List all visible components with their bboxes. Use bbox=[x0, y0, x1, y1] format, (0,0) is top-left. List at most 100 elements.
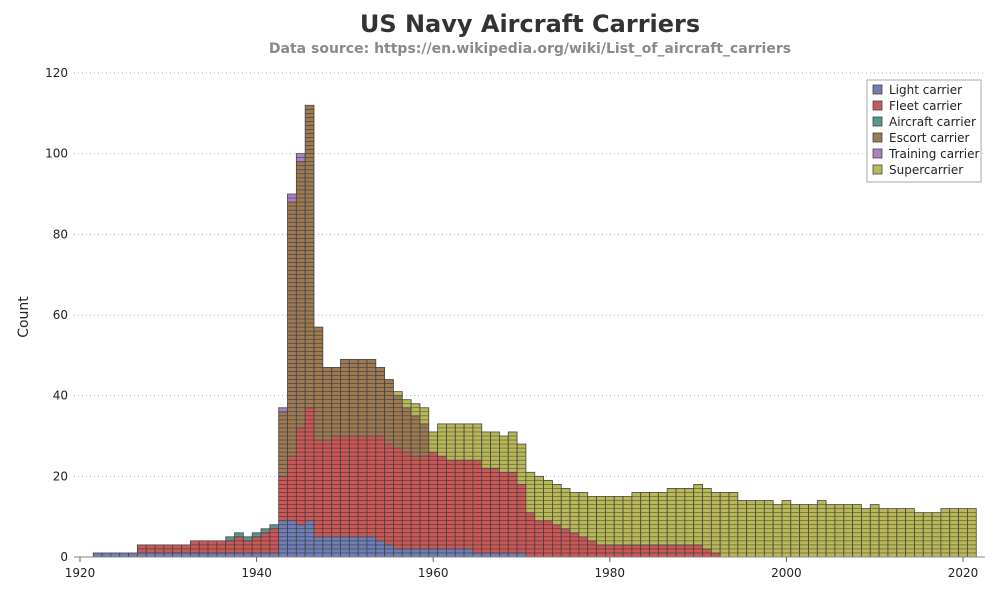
legend-swatch bbox=[872, 100, 883, 111]
bar-segment bbox=[242, 536, 253, 542]
bar-segment bbox=[331, 367, 341, 437]
bar-segment bbox=[454, 423, 465, 461]
bar-segment bbox=[384, 443, 394, 546]
y-tick-label: 0 bbox=[60, 550, 68, 564]
bar-segment bbox=[260, 552, 271, 558]
x-tick-label: 1980 bbox=[595, 566, 626, 580]
bar-segment bbox=[340, 435, 350, 538]
bar-segment bbox=[675, 544, 686, 558]
bar-segment bbox=[931, 512, 942, 558]
bar-segment bbox=[710, 552, 721, 558]
bar-segment bbox=[366, 536, 377, 558]
bar-segment bbox=[463, 423, 474, 461]
bar-segment bbox=[304, 104, 315, 409]
bar-segment bbox=[410, 455, 421, 550]
bar-segment bbox=[154, 552, 165, 558]
bar-segment bbox=[472, 552, 483, 558]
bar-segment bbox=[516, 483, 527, 554]
bar-segment bbox=[287, 201, 297, 457]
legend-entry[interactable]: Escort carrier bbox=[889, 131, 970, 145]
bar-segment bbox=[348, 536, 359, 558]
bar-segment bbox=[596, 544, 606, 558]
bar-segment bbox=[384, 544, 394, 558]
tick-labels: 1920 1940 1960 1980 2000 2020 0 20 40 60 80 100 120 bbox=[45, 66, 978, 580]
bar-segment bbox=[401, 407, 412, 453]
bar-segment bbox=[225, 552, 235, 558]
x-tick-label: 1920 bbox=[65, 566, 96, 580]
legend-entry[interactable]: Aircraft carrier bbox=[889, 115, 976, 129]
bar-segment bbox=[631, 544, 642, 558]
legend-entry[interactable]: Fleet carrier bbox=[889, 99, 962, 113]
bar-segment bbox=[357, 536, 368, 558]
bar-segment bbox=[516, 552, 527, 558]
legend-box bbox=[866, 79, 982, 183]
bar-segment bbox=[604, 544, 615, 558]
bar-segment bbox=[242, 552, 253, 558]
legend-swatch bbox=[872, 116, 883, 127]
bar-segment bbox=[693, 544, 703, 558]
bars bbox=[92, 104, 977, 558]
bar-segment bbox=[543, 520, 553, 558]
bar-segment bbox=[666, 544, 677, 558]
bar-segment bbox=[587, 496, 597, 542]
bar-segment bbox=[490, 431, 500, 469]
legend-entry[interactable]: Light carrier bbox=[889, 83, 962, 97]
bar-segment bbox=[128, 552, 138, 558]
bar-segment bbox=[198, 540, 209, 554]
bar-segment bbox=[366, 358, 377, 437]
bar-segment bbox=[225, 540, 235, 554]
x-tick-label: 2020 bbox=[948, 566, 979, 580]
bar-segment bbox=[410, 403, 421, 417]
bar-segment bbox=[657, 544, 668, 558]
legend-entry[interactable]: Supercarrier bbox=[889, 163, 963, 177]
bar-segment bbox=[136, 552, 147, 558]
bar-segment bbox=[693, 483, 703, 546]
axes bbox=[74, 556, 985, 558]
legend-swatch bbox=[872, 148, 883, 159]
bar-segment bbox=[702, 488, 712, 550]
bar-segment bbox=[428, 431, 439, 453]
bar-segment bbox=[472, 423, 483, 461]
bar-segment bbox=[304, 520, 315, 558]
bar-segment bbox=[225, 536, 235, 542]
y-tick-label: 60 bbox=[53, 308, 68, 322]
bar-segment bbox=[437, 455, 447, 550]
bar-segment bbox=[92, 552, 103, 558]
bar-segment bbox=[181, 552, 191, 558]
bar-segment bbox=[313, 536, 324, 558]
bar-segment bbox=[472, 459, 483, 554]
bar-segment bbox=[242, 540, 253, 554]
y-tick-label: 100 bbox=[45, 147, 68, 161]
bar-segment bbox=[357, 435, 368, 538]
bar-segment bbox=[507, 552, 518, 558]
x-tick-label: 2000 bbox=[771, 566, 802, 580]
legend-entry[interactable]: Training carrier bbox=[888, 147, 979, 161]
bar-segment bbox=[145, 552, 156, 558]
bar-segment bbox=[649, 544, 659, 558]
bar-segment bbox=[189, 552, 200, 558]
bar-segment bbox=[278, 475, 288, 522]
bar-segment bbox=[481, 552, 491, 558]
bar-segment bbox=[684, 544, 695, 558]
gridlines bbox=[74, 72, 985, 477]
bar-segment bbox=[207, 552, 218, 558]
bar-segment bbox=[101, 552, 112, 558]
bar-segment bbox=[234, 552, 244, 558]
bar-segment bbox=[640, 544, 650, 558]
legend-swatch bbox=[872, 132, 883, 143]
bar-segment bbox=[348, 358, 359, 437]
bar-segment bbox=[260, 528, 271, 534]
bar-segment bbox=[287, 520, 297, 558]
bar-segment bbox=[269, 552, 280, 558]
bar-segment bbox=[189, 540, 200, 554]
legend-swatch bbox=[872, 84, 883, 95]
bar-segment bbox=[393, 447, 403, 550]
bar-segment bbox=[446, 423, 456, 461]
bar-segment bbox=[534, 475, 544, 522]
bar-segment bbox=[340, 358, 350, 437]
y-tick-label: 120 bbox=[45, 66, 68, 80]
legend[interactable]: Light carrier Fleet carrier Aircraft carri… bbox=[866, 79, 982, 183]
bar-segment bbox=[525, 512, 536, 558]
legend-swatch bbox=[872, 164, 883, 175]
